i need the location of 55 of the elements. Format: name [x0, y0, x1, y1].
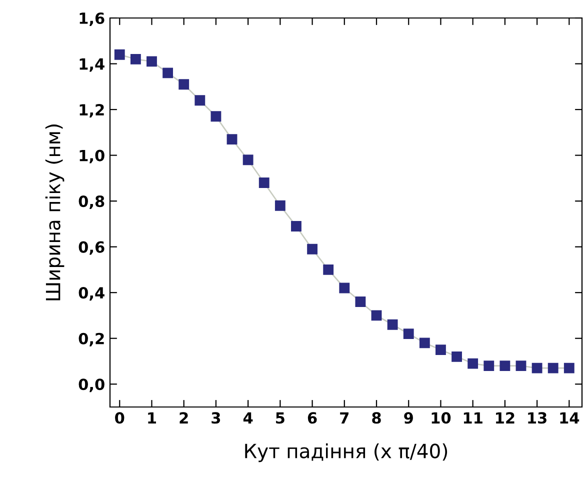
y-tick-label: 1,4: [80, 58, 104, 72]
y-tick-label: 0,2: [78, 332, 104, 346]
point: [500, 360, 510, 372]
point: [291, 221, 302, 232]
x-tick-label: 8: [372, 412, 381, 424]
point: [226, 134, 238, 144]
x-tick-label: 9: [404, 412, 413, 424]
y-tick-label: 1,0: [80, 150, 104, 164]
point: [387, 319, 398, 330]
x-axis-title: Кут падіння (x π/40): [245, 443, 448, 462]
point: [548, 362, 558, 374]
x-tick-label: 0: [115, 412, 124, 424]
point: [178, 79, 190, 90]
x-tick-label: 14: [560, 412, 580, 424]
point: [371, 310, 382, 321]
y-tick-label: 1,6: [80, 12, 104, 26]
x-tick-label: 3: [212, 412, 220, 424]
point: [146, 56, 157, 67]
y-tick-label: 1,2: [80, 104, 104, 118]
point: [355, 296, 366, 307]
point: [242, 154, 254, 166]
x-tick-label: 11: [464, 412, 482, 424]
point: [210, 111, 222, 122]
point: [516, 360, 526, 372]
point: [130, 54, 141, 64]
y-tick-label: 0,4: [78, 287, 104, 301]
y-tick-label: 0,8: [78, 196, 104, 210]
x-tick-label: 6: [308, 412, 317, 424]
y-axis-title: Ширина піку (нм): [45, 124, 64, 300]
x-tick-label: 2: [180, 412, 188, 424]
point: [484, 360, 494, 372]
point: [274, 200, 286, 211]
x-tick-label: 1: [148, 412, 156, 424]
point: [564, 362, 574, 374]
point: [468, 358, 478, 369]
point: [162, 68, 174, 78]
point: [114, 49, 125, 60]
x-tick-label: 5: [276, 412, 284, 424]
point: [419, 338, 430, 348]
x-tick-label: 4: [243, 412, 253, 424]
point: [436, 344, 446, 356]
point: [307, 244, 318, 254]
point: [403, 328, 414, 339]
x-tick-label: 7: [340, 412, 348, 424]
point: [532, 362, 542, 374]
y-tick-label: 0,0: [78, 378, 104, 392]
x-tick-label: 12: [496, 412, 514, 424]
point: [323, 264, 334, 275]
point: [258, 178, 270, 188]
point: [452, 351, 462, 362]
x-tick-label: 10: [432, 412, 451, 424]
y-tick-label: 0,6: [78, 241, 104, 255]
point: [339, 282, 350, 294]
point: [194, 95, 206, 106]
x-tick-label: 13: [528, 412, 546, 424]
